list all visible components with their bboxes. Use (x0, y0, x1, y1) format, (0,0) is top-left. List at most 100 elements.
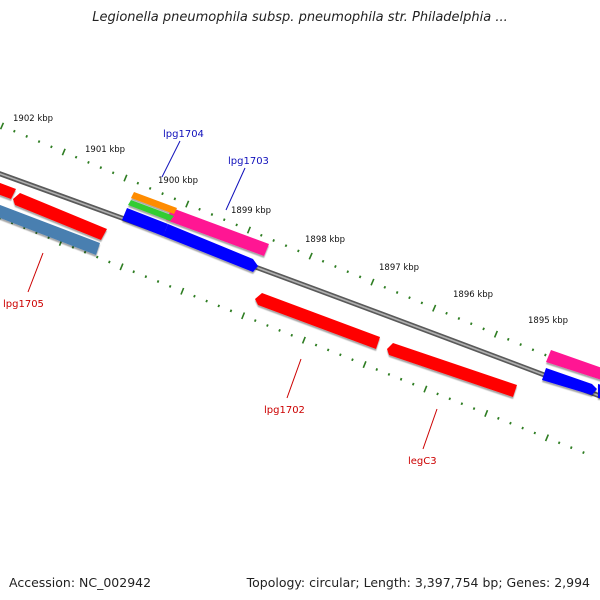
gene-arrow-red-upper[interactable] (13, 193, 107, 240)
inner-minor-tick (375, 368, 379, 371)
inner-major-tick (423, 385, 428, 393)
gene-arrow-pink-lpg1703[interactable] (166, 208, 269, 256)
kbp-label-1900: 1900 kbp (158, 176, 198, 186)
inner-minor-tick (351, 358, 354, 362)
outer-major-tick (308, 252, 313, 260)
outer-major-tick (61, 148, 66, 156)
inner-minor-tick (278, 328, 281, 332)
gene-arrow-blue-lpg1703[interactable] (163, 224, 258, 272)
leader-line-legC3 (422, 408, 438, 450)
outer-minor-tick (173, 197, 177, 201)
gene-arrow-orange-lpg1704[interactable] (131, 192, 177, 214)
outer-minor-tick (457, 317, 461, 320)
gene-arrow-blue-right[interactable] (542, 368, 597, 395)
inner-minor-tick (193, 294, 196, 298)
gene-label-lpg1703[interactable]: lpg1703 (228, 156, 269, 167)
gene-arrow-red-legC3[interactable] (387, 343, 517, 397)
inner-minor-tick (314, 343, 318, 347)
outer-minor-tick (235, 223, 238, 227)
inner-major-tick (484, 409, 489, 417)
leader-line-lpg1703 (225, 167, 246, 211)
inner-minor-tick (326, 348, 330, 352)
outer-minor-tick (13, 129, 16, 133)
leader-line-lpg1704 (161, 140, 181, 178)
leader-line-lpg1702 (286, 358, 302, 399)
inner-minor-tick (582, 451, 585, 455)
outer-major-tick (246, 226, 252, 234)
inner-minor-tick (472, 407, 476, 411)
inner-minor-tick (387, 372, 391, 376)
inner-minor-tick (509, 421, 512, 425)
topology-info-text: Topology: circular; Length: 3,397,754 bp… (246, 575, 590, 590)
outer-minor-tick (74, 155, 78, 159)
outer-minor-tick (531, 348, 535, 352)
kbp-label-1895: 1895 kbp (528, 316, 568, 326)
inner-tick-marks (0, 214, 585, 455)
inner-minor-tick (339, 353, 342, 357)
outer-minor-tick (87, 160, 90, 164)
gene-label-lpg1704[interactable]: lpg1704 (163, 129, 204, 140)
inner-minor-tick (533, 431, 537, 435)
inner-minor-tick (569, 446, 573, 450)
inner-minor-tick (253, 319, 257, 323)
outer-minor-tick (99, 166, 103, 170)
outer-major-tick (432, 304, 437, 312)
outer-minor-tick (334, 265, 337, 268)
inner-major-tick (119, 263, 124, 271)
inner-minor-tick (266, 324, 269, 327)
inner-minor-tick (205, 299, 208, 303)
inner-major-tick (180, 287, 185, 295)
gene-label-lpg1705[interactable]: lpg1705 (3, 299, 44, 310)
outer-minor-tick (50, 145, 53, 149)
outer-minor-tick (148, 186, 152, 190)
inner-minor-tick (411, 382, 415, 386)
outer-minor-tick (321, 259, 325, 263)
outer-major-tick (0, 122, 5, 130)
outer-minor-tick (383, 285, 387, 289)
outer-minor-tick (222, 218, 226, 222)
inner-minor-tick (460, 402, 464, 406)
kbp-label-1896: 1896 kbp (453, 290, 493, 300)
inner-minor-tick (108, 260, 111, 264)
inner-minor-tick (156, 280, 160, 283)
inner-minor-tick (71, 245, 75, 249)
genome-backbone (0, 171, 600, 399)
outer-minor-tick (358, 275, 362, 279)
inner-minor-tick (399, 377, 403, 381)
inner-major-tick (544, 434, 550, 442)
map-title: Legionella pneumophila subsp. pneumophil… (92, 10, 508, 25)
inner-minor-tick (168, 284, 172, 288)
outer-minor-tick (395, 291, 399, 294)
outer-major-tick (123, 174, 128, 182)
inner-minor-tick (95, 255, 99, 259)
outer-major-tick (185, 200, 190, 208)
outer-major-tick (493, 330, 499, 338)
gene-arrow-green-lpg1704[interactable] (128, 200, 174, 221)
outer-minor-tick (445, 311, 448, 315)
gene-arrow-pink-right[interactable] (546, 350, 600, 381)
inner-minor-tick (132, 270, 135, 274)
outer-minor-tick (544, 353, 547, 357)
outer-minor-tick (198, 207, 201, 211)
gene-arrow-red-edge[interactable] (0, 181, 16, 199)
kbp-label-1901: 1901 kbp (85, 145, 125, 155)
outer-minor-tick (272, 239, 275, 242)
inner-minor-tick (229, 309, 233, 313)
gene-arrow-red-lpg1702[interactable] (255, 293, 380, 349)
gene-label-legC3[interactable]: legC3 (408, 456, 437, 467)
outer-minor-tick (469, 322, 473, 326)
outer-major-tick (370, 278, 375, 286)
gene-arrow-blue-left[interactable] (122, 208, 168, 236)
kbp-label-1902: 1902 kbp (13, 114, 53, 124)
kbp-label-1897: 1897 kbp (379, 263, 419, 273)
inner-minor-tick (290, 333, 294, 337)
inner-minor-tick (521, 426, 524, 430)
gene-arrow-steel-lpg1705[interactable] (0, 203, 100, 255)
outer-minor-tick (25, 134, 29, 138)
inner-minor-tick (144, 275, 148, 279)
outer-minor-tick (506, 337, 510, 341)
gene-label-lpg1702[interactable]: lpg1702 (264, 405, 305, 416)
inner-minor-tick (448, 397, 452, 401)
inner-minor-tick (497, 416, 500, 420)
